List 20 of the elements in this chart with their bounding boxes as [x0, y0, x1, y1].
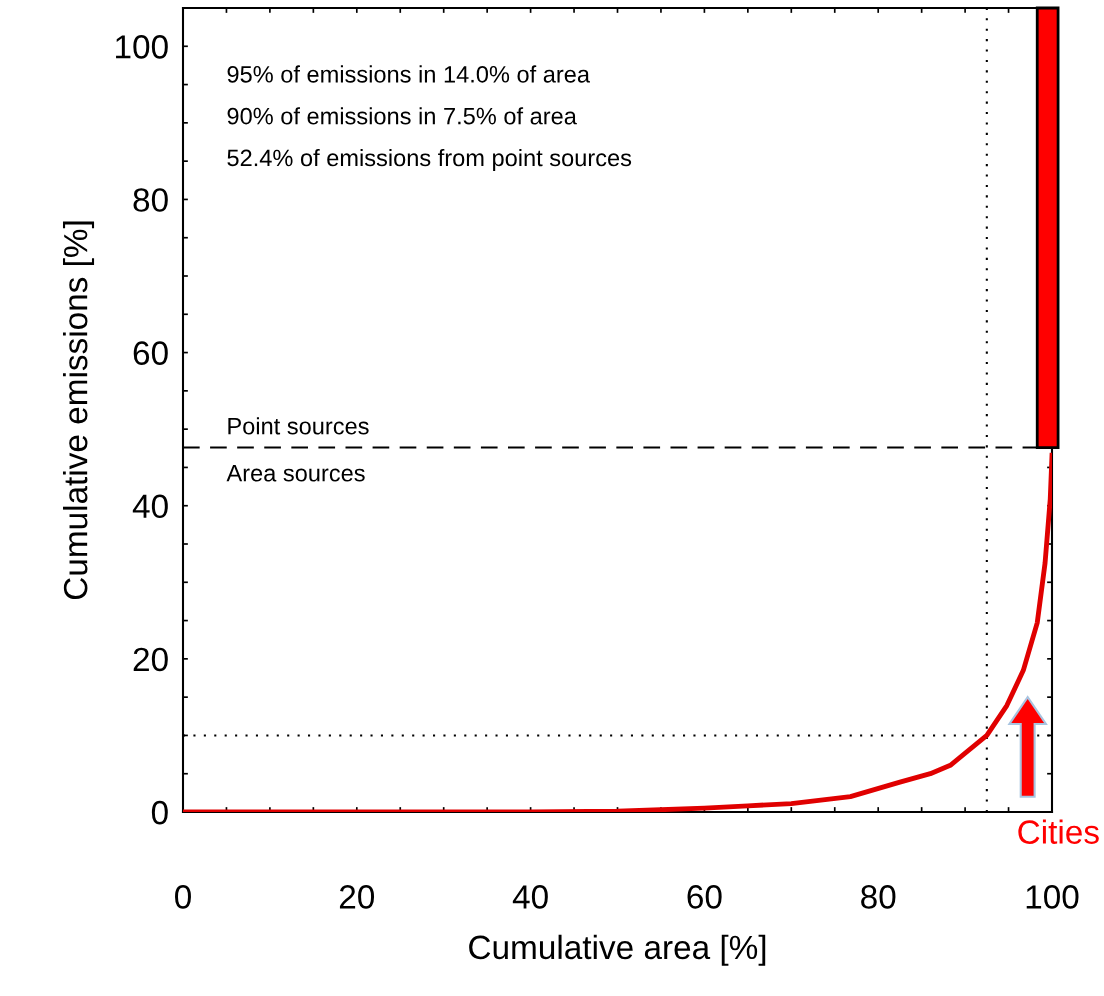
x-tick-label: 60	[687, 885, 722, 909]
x-tick-label: 20	[339, 885, 375, 909]
y-tick-label: 0	[151, 800, 168, 825]
annotation: 90% of emissions in 7.5% of area	[227, 107, 577, 125]
x-tick-label: 0	[175, 885, 191, 909]
x-axis-title: Cumulative area [%]	[469, 934, 766, 966]
x-tick-label: 80	[861, 885, 896, 909]
text: Cities	[1018, 819, 1099, 844]
ref-line-label: Point sources	[228, 417, 369, 435]
x-tick-label: 100	[1026, 885, 1079, 909]
y-axis-title: Cumulative emissions [%]	[62, 221, 95, 600]
y-tick-label: 20	[133, 647, 168, 672]
annotation: 95% of emissions in 14.0% of area	[227, 65, 590, 83]
y-tick-label: 40	[132, 494, 168, 519]
x-tick-label: 40	[512, 885, 548, 909]
y-tick-label: 80	[133, 188, 168, 212]
annotation: Area sources	[226, 465, 365, 482]
y-tick-label: 100	[116, 35, 168, 59]
y-tick-label: 60	[133, 341, 168, 365]
annotation: 52.4% of emissions from point sources	[227, 148, 632, 171]
